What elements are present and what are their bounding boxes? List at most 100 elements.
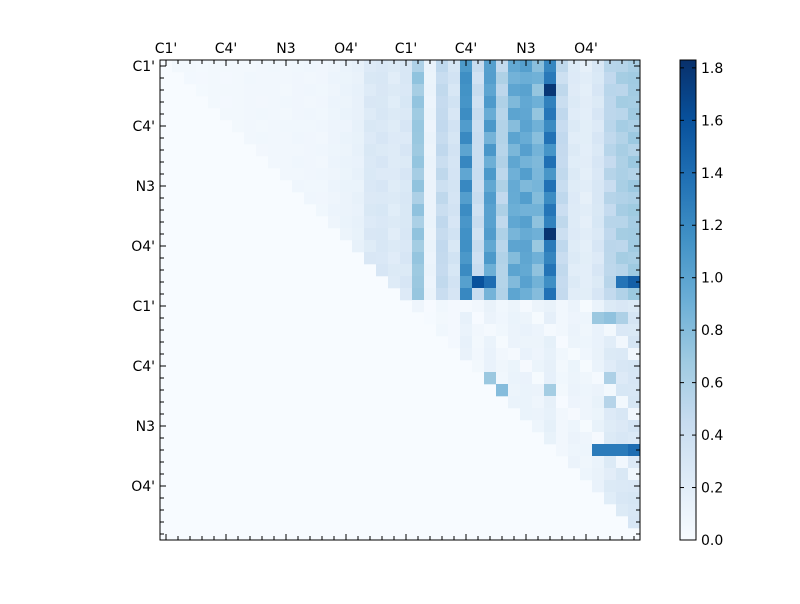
heatmap-cell — [496, 72, 509, 85]
heatmap-cell — [532, 264, 545, 277]
heatmap-cell — [220, 108, 233, 121]
heatmap-cell — [616, 180, 629, 193]
heatmap-cell — [580, 408, 593, 421]
heatmap-cell — [532, 336, 545, 349]
heatmap-cell — [436, 264, 449, 277]
heatmap-cell — [316, 60, 329, 73]
heatmap-cell — [544, 156, 557, 169]
heatmap-cell — [364, 228, 377, 241]
heatmap-cell — [496, 204, 509, 217]
heatmap-cell — [544, 96, 557, 109]
heatmap-cell — [580, 456, 593, 469]
heatmap-cell — [292, 60, 305, 73]
heatmap-cell — [592, 204, 605, 217]
heatmap-cell — [568, 192, 581, 205]
heatmap-cell — [520, 120, 533, 133]
heatmap-cell — [592, 288, 605, 301]
heatmap-cell — [532, 144, 545, 157]
heatmap-cell — [580, 264, 593, 277]
heatmap-cell — [556, 168, 569, 181]
heatmap-cell — [556, 336, 569, 349]
heatmap-cell — [448, 156, 461, 169]
heatmap-cell — [508, 348, 521, 361]
heatmap-cell — [616, 420, 629, 433]
heatmap-cell — [340, 192, 353, 205]
heatmap-cell — [556, 60, 569, 73]
heatmap-cell — [424, 60, 437, 73]
heatmap-cell — [616, 480, 629, 493]
heatmap-cell — [268, 60, 281, 73]
heatmap-cell — [376, 192, 389, 205]
heatmap-cell — [520, 252, 533, 265]
heatmap-cell — [436, 324, 449, 337]
heatmap-cell — [508, 72, 521, 85]
heatmap-cell — [532, 60, 545, 73]
heatmap-cell — [628, 348, 641, 361]
heatmap-cell — [484, 204, 497, 217]
y-tick-label: C4' — [132, 359, 155, 375]
heatmap-cell — [448, 312, 461, 325]
heatmap-cell — [364, 156, 377, 169]
heatmap-cell — [496, 372, 509, 385]
heatmap-cell — [628, 432, 641, 445]
heatmap-cell — [604, 444, 617, 457]
heatmap-cell — [520, 312, 533, 325]
heatmap-cell — [520, 228, 533, 241]
heatmap-cell — [508, 336, 521, 349]
heatmap-cell — [604, 240, 617, 253]
heatmap-cell — [460, 132, 473, 145]
heatmap-cell — [508, 204, 521, 217]
heatmap-cell — [532, 276, 545, 289]
heatmap-cell — [580, 72, 593, 85]
heatmap-cell — [268, 108, 281, 121]
heatmap-cell — [208, 72, 221, 85]
heatmap-cell — [316, 180, 329, 193]
heatmap-cell — [472, 264, 485, 277]
heatmap-cell — [400, 288, 413, 301]
heatmap-cell — [616, 456, 629, 469]
heatmap-cell — [544, 84, 557, 97]
heatmap-cell — [508, 324, 521, 337]
heatmap-cell — [604, 204, 617, 217]
heatmap-cell — [532, 108, 545, 121]
heatmap-cell — [256, 96, 269, 109]
heatmap-cell — [592, 396, 605, 409]
heatmap-cell — [364, 252, 377, 265]
heatmap-cell — [412, 192, 425, 205]
heatmap-cell — [436, 216, 449, 229]
heatmap-cell — [532, 96, 545, 109]
heatmap-cell — [328, 168, 341, 181]
heatmap-cell — [592, 276, 605, 289]
heatmap-cell — [244, 84, 257, 97]
heatmap-cell — [532, 204, 545, 217]
heatmap-cell — [568, 264, 581, 277]
heatmap-cell — [556, 420, 569, 433]
heatmap-cell — [616, 324, 629, 337]
heatmap-cell — [400, 276, 413, 289]
heatmap-cell — [520, 60, 533, 73]
heatmap-cell — [436, 240, 449, 253]
heatmap-cell — [568, 288, 581, 301]
heatmap-cell — [556, 372, 569, 385]
colorbar-tick-label: 0.0 — [701, 533, 723, 549]
heatmap-cell — [604, 288, 617, 301]
heatmap-cell — [508, 192, 521, 205]
heatmap-cell — [580, 252, 593, 265]
heatmap-cell — [592, 300, 605, 313]
heatmap-cell — [292, 84, 305, 97]
heatmap-cell — [496, 336, 509, 349]
heatmap-cell — [532, 396, 545, 409]
heatmap-cell — [604, 180, 617, 193]
heatmap-cell — [616, 264, 629, 277]
heatmap-cell — [376, 132, 389, 145]
heatmap-cell — [532, 372, 545, 385]
heatmap-cell — [196, 72, 209, 85]
heatmap-cell — [616, 348, 629, 361]
heatmap-cell — [472, 96, 485, 109]
heatmap-cell — [412, 180, 425, 193]
heatmap-cell — [556, 132, 569, 145]
heatmap-cell — [508, 300, 521, 313]
heatmap-cell — [352, 72, 365, 85]
heatmap-cell — [472, 336, 485, 349]
heatmap-cell — [520, 384, 533, 397]
